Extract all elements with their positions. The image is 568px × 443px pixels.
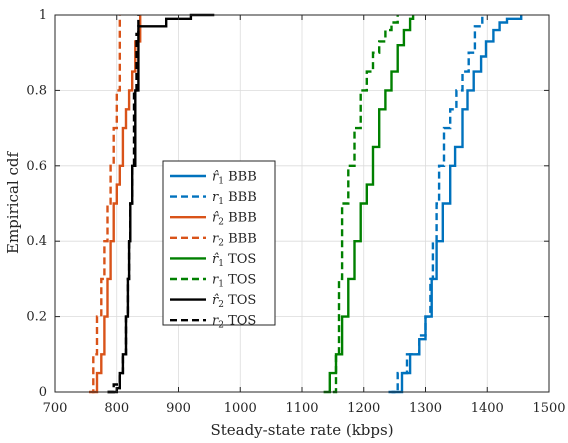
x-tick-label: 1100 — [285, 401, 318, 416]
x-tick-label: 800 — [104, 401, 129, 416]
ticks — [54, 14, 550, 393]
legend-label: r1 TOS — [212, 273, 256, 290]
x-tick-label: 1000 — [224, 401, 257, 416]
x-axis-label: Steady-state rate (kbps) — [210, 421, 393, 439]
series-line-r1-bbb-dashed — [388, 15, 484, 394]
y-tick-label: 0.6 — [26, 159, 47, 174]
legend-label: r2 BBB — [212, 231, 257, 248]
series-layer — [89, 13, 523, 394]
y-tick-label: 0.8 — [26, 83, 47, 98]
y-tick-label: 1 — [39, 8, 47, 23]
legend-label: r2 TOS — [212, 314, 256, 331]
series-line-rhat2-bbb-solid — [92, 15, 142, 394]
x-tick-label: 1300 — [409, 401, 442, 416]
x-tick-label: 1200 — [347, 401, 380, 416]
y-tick-label: 0 — [39, 385, 47, 400]
legend-label: r̂1 BBB — [212, 170, 257, 187]
y-axis-label: Empirical cdf — [4, 151, 22, 254]
tick-labels: 700 800 900 1000 1100 1200 1300 1400 1500 0 0.2 0.4… — [26, 8, 565, 416]
x-tick-label: 700 — [43, 401, 68, 416]
legend-label: r̂1 TOS — [212, 252, 256, 269]
legend-label: r̂2 BBB — [212, 211, 257, 228]
x-tick-label: 900 — [166, 401, 191, 416]
y-tick-label: 0.4 — [26, 234, 47, 249]
series-line-r2-bbb-dashed — [89, 15, 121, 394]
legend-label: r̂2 TOS — [212, 293, 256, 310]
legend-label: r1 BBB — [212, 190, 257, 207]
x-tick-label: 1500 — [532, 401, 565, 416]
series-line-rhat1-tos-solid — [323, 15, 415, 394]
legend-box — [162, 160, 276, 326]
series-line-r2-tos-dashed — [107, 15, 140, 394]
legend: r̂1 BBB r1 BBB r̂2 BBB r2 BBB r̂1 TOS r1 TOS r… — [162, 160, 276, 331]
y-tick-label: 0.2 — [26, 310, 47, 325]
x-tick-label: 1400 — [471, 401, 504, 416]
